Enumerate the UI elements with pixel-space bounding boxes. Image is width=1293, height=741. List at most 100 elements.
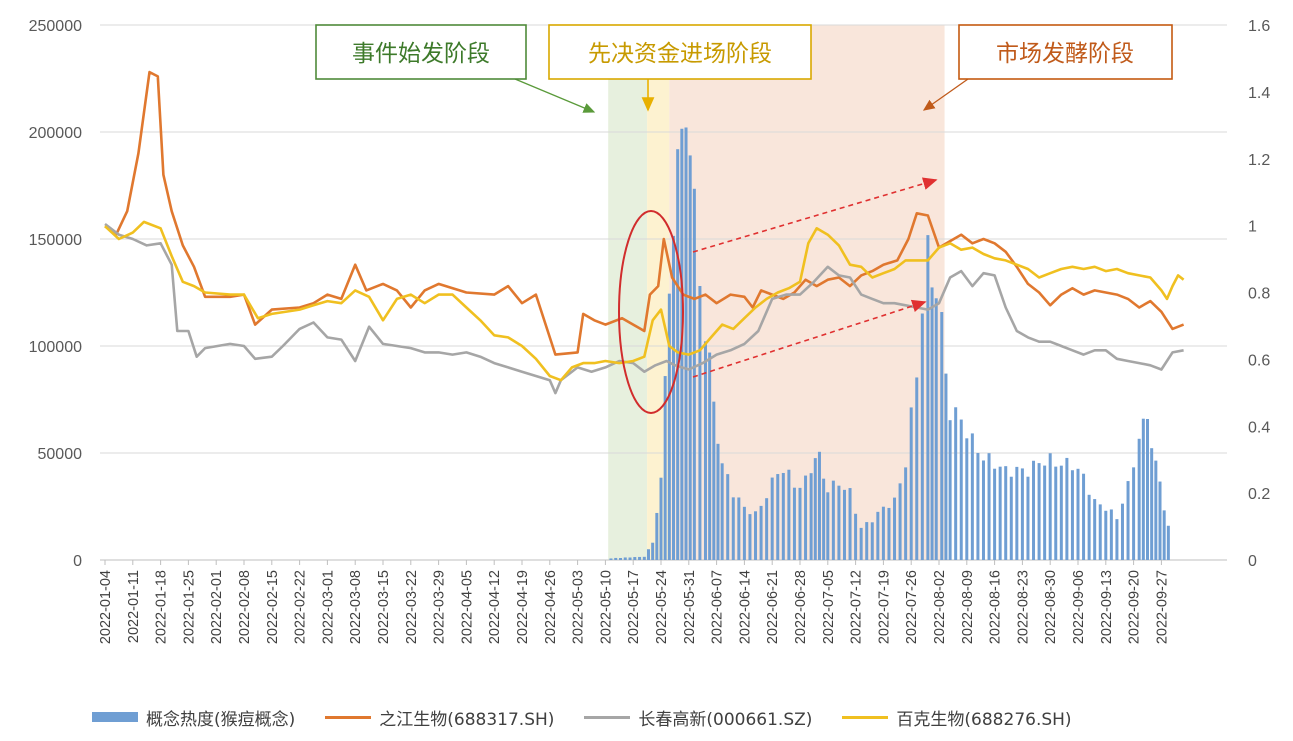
x-tick-20: 2022-05-24 [654, 570, 670, 644]
phase3-label-text: 市场发酵阶段 [996, 41, 1134, 67]
y-right-tick-1: 0.2 [1248, 486, 1270, 503]
heat-bar-65 [934, 298, 938, 560]
x-tick-21: 2022-05-31 [682, 570, 698, 644]
heat-bar-37 [787, 469, 791, 560]
heat-bar-50 [854, 513, 858, 560]
x-tick-24: 2022-06-21 [765, 570, 781, 644]
legend-label-heat: 概念热度(猴痘概念) [146, 709, 296, 730]
heat-bar-11 [659, 477, 663, 560]
heat-bar-93 [1087, 494, 1091, 560]
heat-bar-87 [1054, 466, 1058, 560]
heat-bar-102 [1137, 438, 1141, 560]
x-tick-1: 2022-01-11 [126, 570, 142, 643]
legend-label-changchun: 长春高新(000661.SZ) [638, 709, 813, 730]
heat-bar-59 [904, 467, 908, 560]
y-right-tick-4: 0.8 [1248, 286, 1270, 303]
series-line-1 [104, 70, 1185, 356]
x-tick-19: 2022-05-17 [626, 570, 642, 644]
heat-bar-23 [712, 401, 716, 560]
heat-bar-54 [876, 511, 880, 560]
heat-bar-91 [1076, 468, 1080, 560]
x-tick-10: 2022-03-15 [376, 570, 392, 644]
heat-bar-70 [959, 419, 963, 560]
legend-item-baike: 百克生物(688276.SH) [842, 705, 1072, 730]
heat-bar-66 [940, 312, 944, 560]
heat-bar-44 [822, 478, 826, 560]
y-right-tick-3: 0.6 [1248, 352, 1270, 369]
heat-bar-78 [1004, 466, 1008, 560]
heat-bar-88 [1059, 465, 1063, 560]
phase2-label-text: 先决资金进场阶段 [588, 41, 772, 67]
heat-bar-73 [976, 452, 980, 560]
heat-bar-61 [915, 377, 919, 560]
heat-bar-29 [742, 506, 746, 560]
heat-bar-51 [859, 527, 863, 560]
heat-bar-39 [798, 487, 802, 560]
heat-bar-28 [737, 497, 741, 560]
x-tick-35: 2022-09-06 [1071, 570, 1087, 644]
heat-bar-43 [817, 451, 821, 560]
x-tick-31: 2022-08-09 [960, 570, 976, 644]
x-tick-7: 2022-02-22 [293, 570, 309, 644]
heat-bar-35 [776, 474, 780, 560]
heat-bar-3 [623, 557, 627, 560]
heat-bar-63 [926, 235, 930, 560]
heat-bar-106 [1154, 460, 1158, 560]
y-right-tick-2: 0.4 [1248, 419, 1270, 436]
heat-bar-49 [848, 488, 852, 560]
heat-bar-75 [987, 453, 991, 560]
heat-bar-58 [898, 483, 902, 560]
heat-bar-45 [826, 492, 830, 560]
heat-bar-100 [1126, 481, 1130, 560]
heat-bar-46 [831, 480, 835, 560]
x-tick-18: 2022-05-10 [598, 570, 614, 644]
x-tick-25: 2022-06-28 [793, 570, 809, 644]
legend-swatch-baike [842, 715, 889, 719]
y-right-tick-5: 1 [1248, 219, 1257, 236]
legend-swatch-heat [92, 712, 138, 722]
x-tick-14: 2022-04-12 [487, 570, 503, 644]
phase1-label: 事件始发阶段 [315, 24, 527, 80]
heat-bar-90 [1070, 470, 1074, 560]
y-right-tick-0: 0 [1248, 553, 1257, 570]
heat-bar-34 [770, 477, 774, 560]
heat-bar-24 [716, 443, 720, 560]
heat-bar-10 [655, 512, 659, 560]
heat-bar-80 [1015, 466, 1019, 560]
heat-bar-15 [676, 149, 680, 560]
heat-bar-53 [870, 522, 874, 560]
heat-bar-101 [1132, 467, 1136, 560]
x-tick-17: 2022-05-03 [571, 570, 587, 644]
heat-bar-81 [1020, 468, 1024, 560]
heat-bar-7 [642, 556, 646, 560]
heat-bar-30 [748, 514, 752, 560]
x-tick-12: 2022-03-29 [432, 570, 448, 644]
heat-bar-40 [804, 475, 808, 560]
legend-item-changchun: 长春高新(000661.SZ) [584, 705, 812, 730]
y-right-tick-6: 1.2 [1248, 152, 1270, 169]
x-tick-27: 2022-07-12 [849, 570, 865, 644]
heat-bar-12 [663, 376, 667, 560]
heat-bar-31 [754, 511, 758, 560]
heat-bar-42 [813, 458, 817, 560]
heat-bar-52 [865, 522, 869, 560]
legend: 概念热度(猴痘概念) 之江生物(688317.SH) 长春高新(000661.S… [92, 704, 1102, 730]
heat-bar-48 [842, 489, 846, 560]
heat-bar-32 [759, 505, 763, 560]
heat-bar-67 [944, 373, 948, 560]
x-tick-5: 2022-02-08 [237, 570, 253, 644]
heat-bar-79 [1009, 476, 1013, 560]
y-left-tick-4: 200000 [29, 125, 82, 142]
y-right-tick-7: 1.4 [1248, 85, 1270, 102]
axes: 0 50000 100000 150000 200000 250000 0 0.2 0.4 0.6… [29, 18, 1271, 644]
x-tick-30: 2022-08-02 [932, 570, 948, 644]
legend-swatch-zhijiang [325, 715, 372, 719]
heat-bar-82 [1026, 476, 1030, 560]
x-tick-29: 2022-07-26 [904, 570, 920, 644]
heat-bar-4 [628, 557, 632, 560]
heat-bar-60 [909, 407, 913, 560]
heat-bar-74 [981, 460, 985, 560]
heat-bar-72 [970, 433, 974, 560]
x-tick-37: 2022-09-20 [1127, 570, 1143, 644]
heat-bar-85 [1043, 465, 1047, 560]
